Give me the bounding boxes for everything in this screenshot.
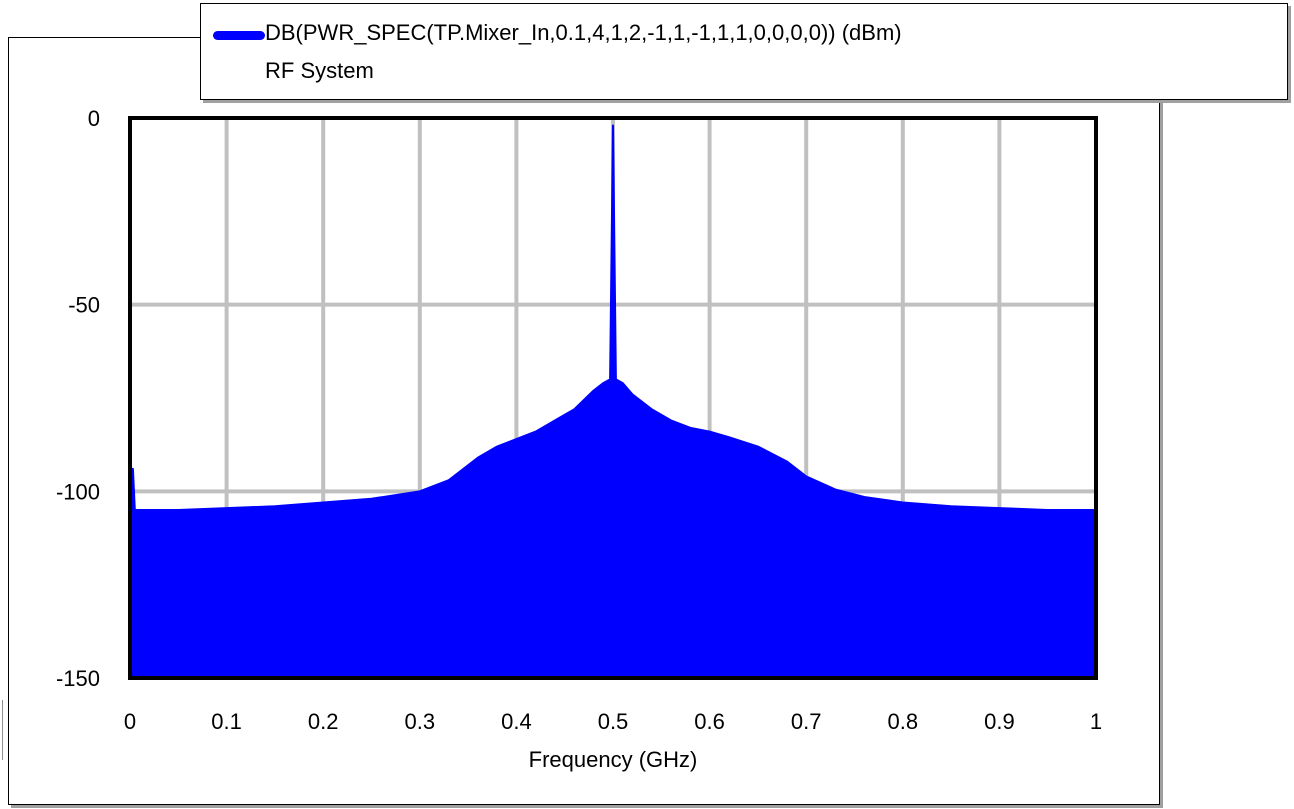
x-tick-label: 0.4 (501, 709, 532, 734)
x-tick-label: 0.3 (405, 709, 436, 734)
y-tick-label: -100 (56, 479, 100, 504)
x-tick-label: 0.7 (791, 709, 822, 734)
plot-frame (128, 116, 1098, 680)
legend-subtitle: RF System (265, 58, 374, 83)
x-tick-label: 0.9 (984, 709, 1015, 734)
x-tick-label: 1 (1090, 709, 1102, 734)
x-tick-label: 0.8 (888, 709, 919, 734)
x-tick-label: 0.6 (694, 709, 725, 734)
x-axis-ticks: 0 0.1 0.2 0.3 0.4 0.5 0.6 0.7 0.8 0.9 1 (124, 709, 1102, 734)
y-tick-label: 0 (88, 106, 100, 131)
x-tick-label: 0 (124, 709, 136, 734)
y-tick-label: -150 (56, 666, 100, 691)
y-axis-ticks: 0 -50 -100 -150 (56, 106, 100, 691)
window-edge-mark (1162, 98, 1163, 108)
x-tick-label: 0.5 (598, 709, 629, 734)
x-axis-title: Frequency (GHz) (529, 747, 698, 772)
series-area (129, 124, 1097, 679)
x-tick-label: 0.2 (308, 709, 339, 734)
window-edge-mark (2, 700, 3, 760)
x-tick-label: 0.1 (211, 709, 242, 734)
legend-series-label: DB(PWR_SPEC(TP.Mixer_In,0.1,4,1,2,-1,1,-… (265, 20, 902, 45)
legend-swatch (213, 31, 265, 40)
y-tick-label: -50 (68, 293, 100, 318)
legend: DB(PWR_SPEC(TP.Mixer_In,0.1,4,1,2,-1,1,-… (200, 3, 1288, 100)
